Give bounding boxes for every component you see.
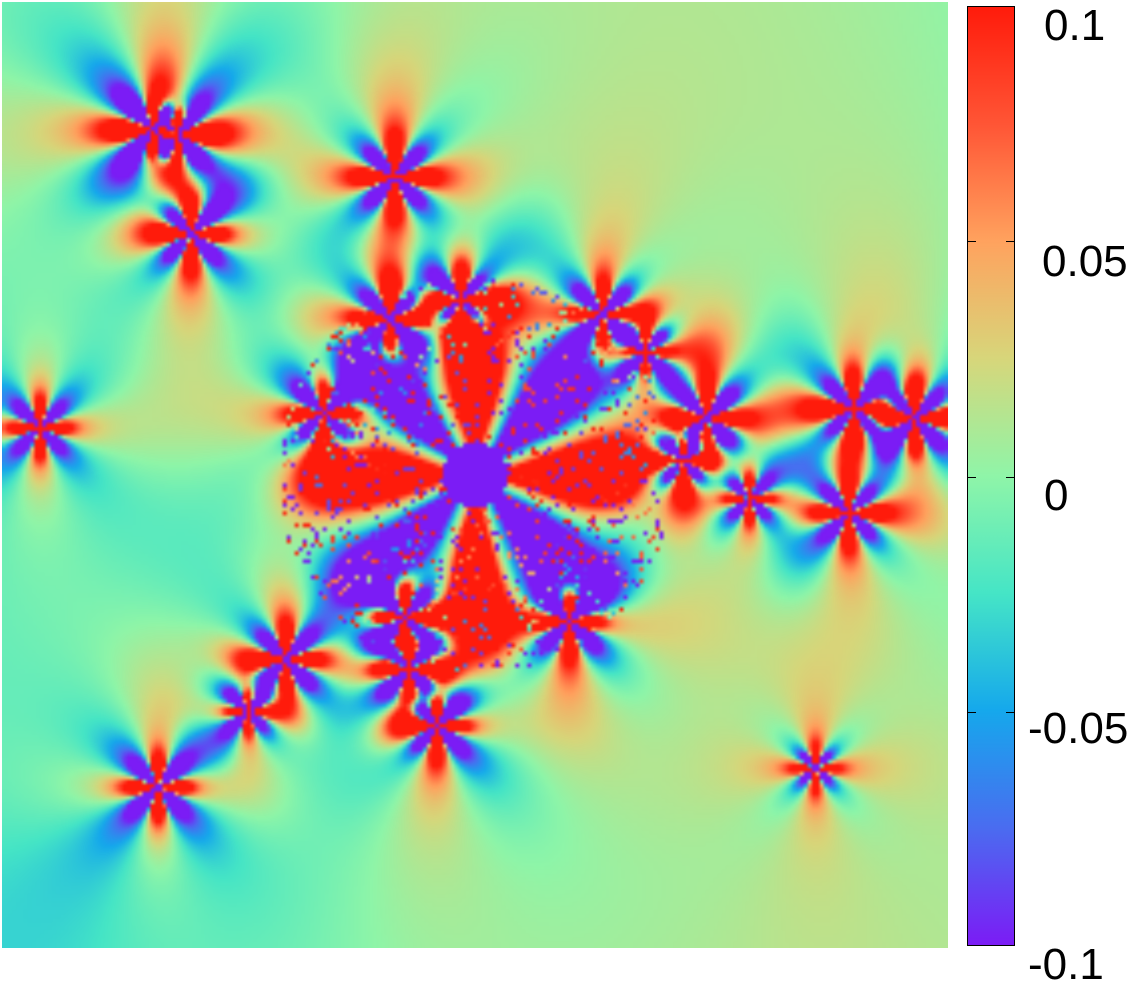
colorbar-tick-left-0 [968,477,976,478]
colorbar-label-min: -0.1 [1028,940,1104,989]
colorbar-tick-left--0.05 [968,712,976,713]
colorbar-label-max: 0.1 [1044,1,1106,50]
colorbar-label-0.05: 0.05 [1042,237,1128,286]
colorbar-tick-left-0.05 [968,241,976,242]
colorbar-label--0.05: -0.05 [1028,704,1129,753]
heatmap-plot [2,2,948,948]
colorbar [967,6,1015,946]
colorbar-tick-right-0 [1006,477,1014,478]
colorbar-tick-right--0.05 [1006,712,1014,713]
heatmap-field [2,2,948,948]
colorbar-label-0: 0 [1044,471,1069,520]
colorbar-tick-right-0.05 [1006,241,1014,242]
